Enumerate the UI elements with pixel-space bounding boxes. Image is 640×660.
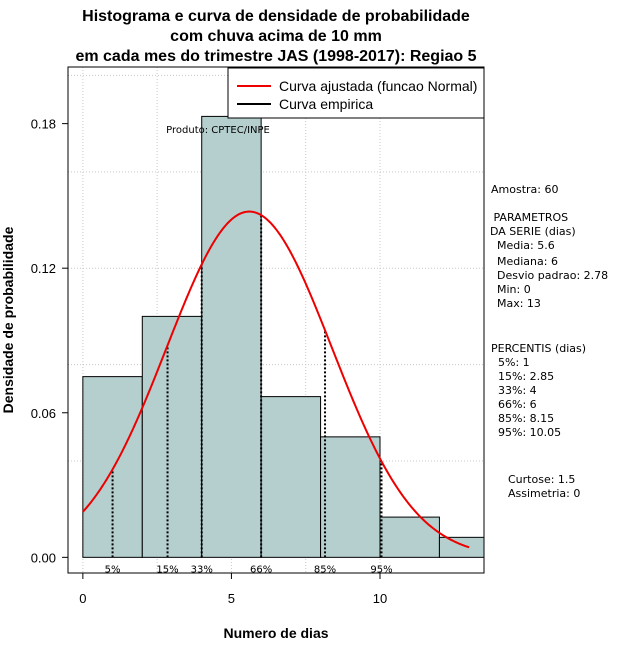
percentile-marker-label: 85% <box>314 564 336 575</box>
percentile-66: 66%: 6 <box>491 398 537 411</box>
histogram-bar <box>260 396 322 558</box>
percentiles-title: PERCENTIS (dias) <box>491 342 587 355</box>
percentile-95: 95%: 10.05 <box>491 426 562 439</box>
percentile-marker-label: 95% <box>370 564 392 575</box>
y-axis-tick-label: 0.12 <box>31 261 56 276</box>
plot-frame <box>67 66 485 574</box>
y-axis-title: Densidade de probabilidade <box>0 226 16 413</box>
histogram-bar <box>438 536 485 558</box>
curve-layer <box>82 210 470 549</box>
parameters-subtitle: DA SERIE (dias) <box>490 225 576 238</box>
histogram-bar <box>141 315 203 558</box>
percentile-marker-label: 33% <box>191 564 213 575</box>
percentile-marker-label: 15% <box>156 564 178 575</box>
legend-label-empirical: Curva empirica <box>279 96 373 112</box>
stat-mean: Media: 5.6 <box>490 239 555 252</box>
percentile-85: 85%: 8.15 <box>491 412 555 425</box>
percentile-5: 5%: 1 <box>491 356 530 369</box>
x-axis-tick-label: 0 <box>79 591 86 606</box>
percentile-15: 15%: 2.85 <box>491 370 555 383</box>
percentile-marker-label: 5% <box>105 564 121 575</box>
x-axis-tick-label: 10 <box>373 591 387 606</box>
legend-box <box>227 67 485 119</box>
chart-title-line-1: Histograma e curva de densidade de proba… <box>82 8 470 25</box>
product-label: Produto: CPTEC/INPE <box>166 125 270 136</box>
chart-title-line-3: em cada mes do trimestre JAS (1998-2017)… <box>75 48 476 65</box>
histogram-bar <box>320 436 381 558</box>
x-axis-tick-label: 5 <box>228 591 235 606</box>
chart-title-line-2: com chuva acima de 10 mm <box>170 28 382 45</box>
histogram-bar <box>82 376 143 558</box>
percentile-markers-layer: 5% 15% 33% 66% 85% 95% <box>105 215 393 575</box>
x-axis-title: Numero de dias <box>223 625 328 641</box>
histogram-bar <box>379 516 440 558</box>
legend-label-normal: Curva ajustada (funcao Normal) <box>279 78 477 94</box>
y-axis-tick-label: 0.00 <box>31 550 56 565</box>
legend: Curva ajustada (funcao Normal) Curva emp… <box>227 67 485 119</box>
axes-layer: 0 5 10 0.00 0.06 0.12 0.18 <box>31 117 388 606</box>
sample-size: Amostra: 60 <box>491 183 559 196</box>
percentile-33: 33%: 4 <box>491 384 537 397</box>
fitted-normal-curve <box>82 210 470 549</box>
histogram-bar <box>201 115 262 558</box>
stat-median: Mediana: 6 <box>490 255 558 268</box>
stat-std-dev: Desvio padrao: 2.78 <box>490 269 609 282</box>
y-axis-tick-label: 0.18 <box>31 117 56 132</box>
kurtosis: Curtose: 1.5 <box>508 473 576 486</box>
parameters-title: PARAMETROS <box>490 211 569 224</box>
stat-min: Min: 0 <box>490 283 531 296</box>
skewness: Assimetria: 0 <box>508 487 581 500</box>
stat-max: Max: 13 <box>490 297 541 310</box>
y-axis-tick-label: 0.06 <box>31 406 56 421</box>
percentile-marker-label: 66% <box>250 564 272 575</box>
bars-layer <box>82 115 485 558</box>
